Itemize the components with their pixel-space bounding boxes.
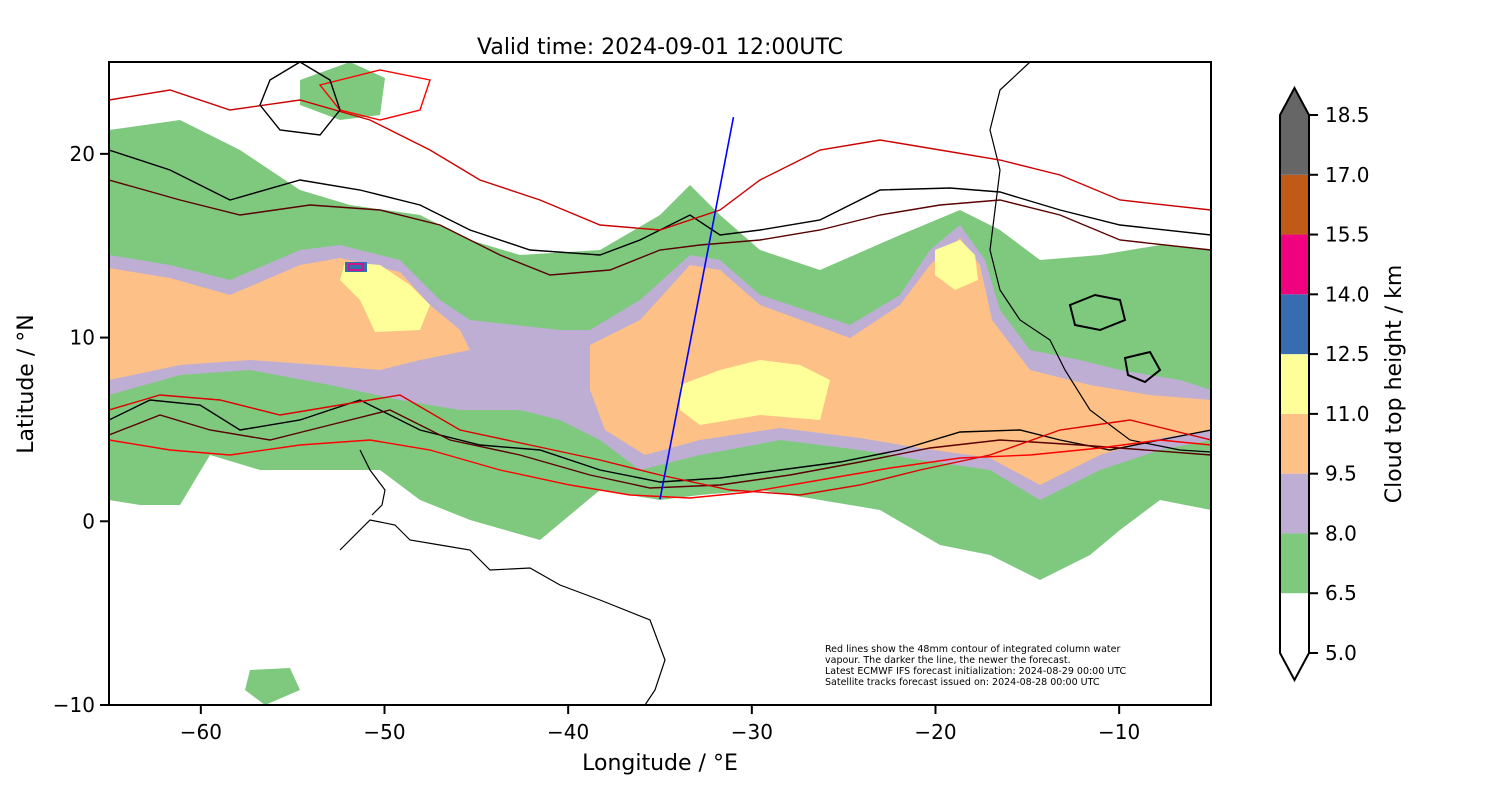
colorbar-tick-label: 11.0	[1325, 402, 1370, 426]
y-tick-label: 10	[70, 326, 95, 350]
colorbar: 5.0 6.5 8.0 9.5 11.0 12.5 14.0 15.5 17.0 18.5	[1279, 85, 1370, 683]
y-axis-label: Latitude / °N	[14, 314, 39, 453]
colorbar-tick-label: 17.0	[1325, 163, 1370, 187]
coastline-caribbean	[359, 449, 386, 516]
x-tick-label: −40	[547, 720, 589, 744]
colorbar-tick-label: 6.5	[1325, 581, 1357, 605]
cloud-core-blue	[345, 262, 367, 272]
contour-red-south	[109, 394, 1211, 496]
satellite-track-line	[659, 116, 735, 500]
annotation-line: Red lines show the 48mm contour of integ…	[825, 644, 1120, 655]
colorbar-label: Cloud top height / km	[1382, 265, 1407, 504]
coastline-south-america	[339, 519, 666, 705]
water-vapour-contours	[109, 62, 1211, 499]
x-tick-label: −60	[180, 720, 222, 744]
y-tick-label: −10	[53, 693, 95, 717]
colorbar-segment	[1280, 115, 1309, 175]
cloud-core-yellow-west	[340, 262, 430, 332]
colorbar-tick-label: 9.5	[1325, 462, 1357, 486]
contour-dark-south	[109, 409, 1211, 489]
contour-dark-northwest-loop	[259, 62, 341, 136]
y-tick-label: 20	[70, 142, 95, 166]
colorbar-segment	[1280, 473, 1309, 534]
x-tick-label: −20	[914, 720, 956, 744]
contour-red-north	[109, 89, 1211, 231]
map-area: Red lines show the 48mm contour of integ…	[108, 61, 1212, 706]
contour-newest-north	[109, 149, 1211, 256]
map-frame	[108, 61, 1212, 706]
contour-black-east-loop-2	[1123, 350, 1162, 384]
x-tick-label: −10	[1098, 720, 1140, 744]
annotation-line: Latest ECMWF IFS forecast initialization…	[825, 666, 1126, 677]
x-axis-label: Longitude / °E	[582, 751, 738, 776]
colorbar-tick-label: 5.0	[1325, 641, 1357, 665]
y-axis: −10 0 10 20	[53, 142, 109, 717]
annotation: Red lines show the 48mm contour of integ…	[825, 644, 1126, 688]
cloud-core-yellow-central	[680, 360, 830, 425]
colorbar-segment	[1280, 234, 1309, 295]
colorbar-tick-label: 8.0	[1325, 521, 1357, 545]
contour-dark-north	[109, 179, 1211, 276]
x-tick-label: −30	[731, 720, 773, 744]
x-axis: −60 −50 −40 −30 −20 −10	[180, 705, 1140, 744]
coastline-africa	[989, 62, 1211, 453]
colorbar-extend-min	[1280, 653, 1309, 680]
colorbar-tick-label: 18.5	[1325, 103, 1370, 127]
colorbar-tick-label: 14.0	[1325, 282, 1370, 306]
cloud-patch-green-sw	[245, 668, 300, 705]
colorbar-segment	[1280, 593, 1309, 653]
cloud-core-red	[348, 263, 364, 271]
colorbar-segment	[1280, 174, 1309, 235]
y-tick-label: 0	[82, 509, 95, 533]
colorbar-tick-label: 15.5	[1325, 223, 1370, 247]
coastlines	[339, 62, 1211, 705]
colorbar-segment	[1280, 354, 1309, 414]
annotation-line: Satellite tracks forecast issued on: 202…	[825, 677, 1100, 688]
contour-newest-south	[109, 399, 1211, 483]
colorbar-tick-label: 12.5	[1325, 342, 1370, 366]
cloud-core-yellow-east	[935, 240, 978, 290]
map-title: Valid time: 2024-09-01 12:00UTC	[477, 35, 843, 60]
colorbar-segment	[1280, 533, 1309, 594]
colorbar-segment	[1280, 413, 1309, 474]
contour-black-east-loop	[1068, 293, 1127, 332]
colorbar-extend-max	[1280, 88, 1309, 115]
cloud-band-orange-central	[590, 238, 1211, 485]
x-tick-label: −50	[363, 720, 405, 744]
cloud-top-height-field	[109, 62, 1211, 705]
colorbar-segment	[1280, 294, 1309, 355]
annotation-line: vapour. The darker the line, the newer t…	[825, 655, 1071, 666]
